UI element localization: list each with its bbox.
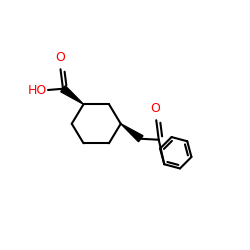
Text: HO: HO (28, 84, 47, 96)
Text: O: O (150, 102, 160, 115)
Polygon shape (61, 86, 84, 104)
Text: O: O (56, 51, 66, 64)
Polygon shape (121, 124, 143, 142)
